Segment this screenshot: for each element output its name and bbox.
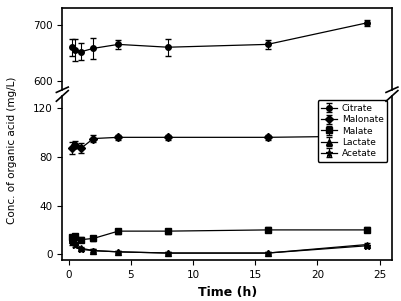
Legend: Citrate, Malonate, Malate, Lactate, Acetate: Citrate, Malonate, Malate, Lactate, Acet… [317, 101, 387, 162]
X-axis label: Time (h): Time (h) [197, 286, 256, 299]
Text: Conc. of organic acid (mg/L): Conc. of organic acid (mg/L) [7, 77, 17, 224]
